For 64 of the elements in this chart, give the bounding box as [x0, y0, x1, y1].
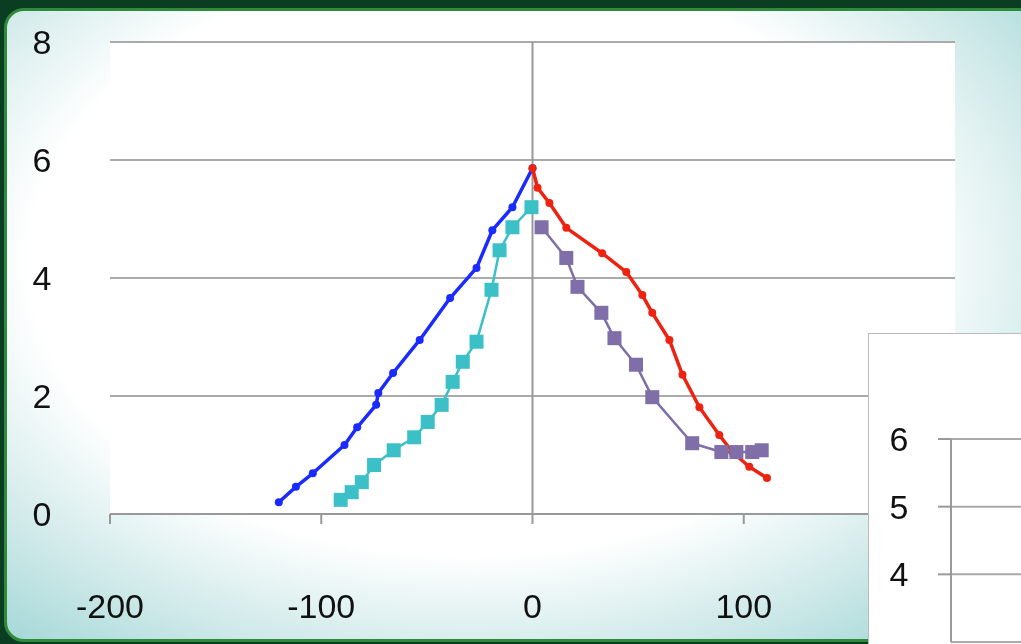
y-tick-label: 5	[889, 487, 909, 526]
point	[445, 374, 460, 389]
point	[484, 282, 499, 297]
point	[354, 475, 369, 490]
point	[622, 268, 631, 277]
x-tick-label: 100	[715, 587, 773, 625]
point	[367, 458, 382, 473]
point	[645, 390, 660, 405]
y-tick-label: 0	[32, 495, 52, 533]
point	[745, 462, 754, 471]
point	[469, 334, 484, 349]
point	[648, 308, 657, 317]
point	[389, 368, 398, 377]
point	[505, 220, 520, 235]
point	[607, 331, 622, 346]
point	[570, 279, 585, 294]
y-tick-label: 6	[32, 141, 52, 179]
point	[340, 440, 349, 449]
point	[562, 223, 571, 232]
y-tick-label: 4	[32, 259, 52, 297]
point	[598, 249, 607, 258]
point	[594, 305, 609, 320]
point	[308, 469, 317, 478]
point	[492, 243, 507, 258]
point	[415, 335, 424, 344]
point	[420, 414, 435, 429]
point	[333, 492, 348, 507]
y-tick-label: 2	[32, 377, 52, 415]
point	[695, 403, 704, 412]
point	[353, 423, 362, 432]
point	[762, 474, 771, 483]
y-tick-label: 6	[889, 420, 909, 458]
point	[488, 226, 497, 235]
point	[685, 436, 700, 451]
y-tick-label: 4	[889, 555, 909, 594]
point	[754, 443, 769, 458]
point	[344, 485, 359, 500]
point	[533, 183, 542, 192]
point	[446, 294, 455, 303]
x-tick-label: -200	[75, 587, 145, 625]
point	[472, 263, 481, 272]
x-tick-label: 0	[523, 587, 542, 625]
point	[629, 357, 644, 372]
point	[508, 203, 517, 212]
point	[455, 354, 470, 369]
point	[407, 430, 422, 445]
point	[545, 199, 554, 208]
point	[386, 443, 401, 458]
point	[524, 200, 539, 215]
point	[729, 445, 744, 460]
point	[372, 400, 381, 409]
point	[714, 445, 729, 460]
point	[665, 335, 674, 344]
point	[715, 430, 724, 439]
point	[274, 498, 283, 507]
point	[638, 291, 647, 300]
y-tick-label: 8	[32, 23, 52, 61]
point	[678, 370, 687, 379]
point	[534, 220, 549, 235]
point	[374, 389, 383, 398]
x-tick-label: -100	[287, 587, 356, 625]
point	[434, 397, 449, 412]
point	[291, 482, 300, 491]
point	[559, 250, 574, 265]
